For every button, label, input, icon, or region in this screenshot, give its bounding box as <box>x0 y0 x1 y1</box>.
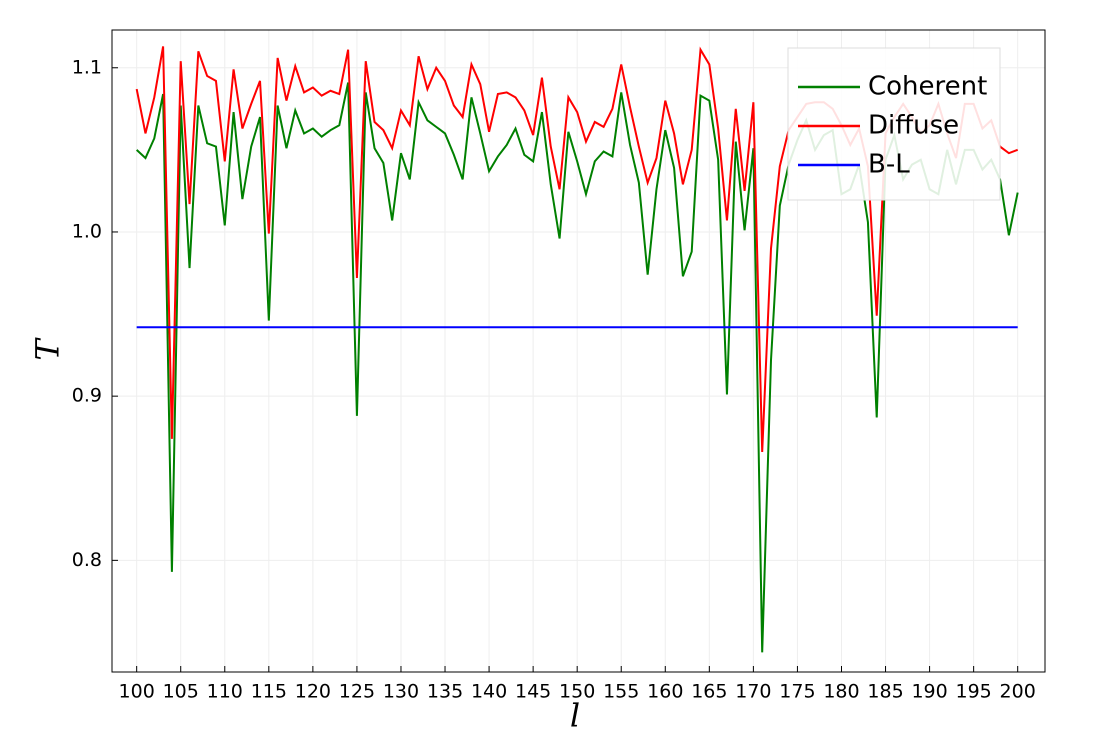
legend-label: Coherent <box>868 72 987 102</box>
y-axis-label: T <box>29 337 67 361</box>
x-tick-label: 150 <box>559 681 595 703</box>
x-tick-label: 175 <box>779 681 815 703</box>
x-tick-label: 165 <box>691 681 727 703</box>
x-tick-label: 115 <box>251 681 287 703</box>
x-tick-label: 120 <box>295 681 331 703</box>
x-tick-label: 185 <box>867 681 903 703</box>
legend-label: B-L <box>868 150 910 180</box>
x-tick-label: 135 <box>427 681 463 703</box>
x-tick-label: 110 <box>207 681 243 703</box>
x-tick-label: 155 <box>603 681 639 703</box>
x-tick-label: 140 <box>471 681 507 703</box>
x-axis-label: l <box>570 697 580 735</box>
x-tick-label: 160 <box>647 681 683 703</box>
x-tick-label: 195 <box>956 681 992 703</box>
y-tick-label: 1.1 <box>72 56 102 78</box>
series-line <box>135 82 1019 653</box>
legend-label: Diffuse <box>868 111 959 141</box>
plot-frame <box>111 29 1046 673</box>
x-tick-label: 200 <box>1000 681 1036 703</box>
x-tick-label: 170 <box>735 681 771 703</box>
x-tick-label: 125 <box>339 681 375 703</box>
legend-box <box>787 47 1001 201</box>
series-line <box>135 46 1019 453</box>
x-tick-label: 145 <box>515 681 551 703</box>
y-tick-label: 0.8 <box>72 549 102 571</box>
x-tick-label: 105 <box>163 681 199 703</box>
x-tick-label: 180 <box>823 681 859 703</box>
x-tick-label: 100 <box>119 681 155 703</box>
x-tick-label: 190 <box>911 681 947 703</box>
x-tick-label: 130 <box>383 681 419 703</box>
y-tick-label: 1.0 <box>72 220 102 242</box>
y-tick-label: 0.9 <box>72 385 102 407</box>
